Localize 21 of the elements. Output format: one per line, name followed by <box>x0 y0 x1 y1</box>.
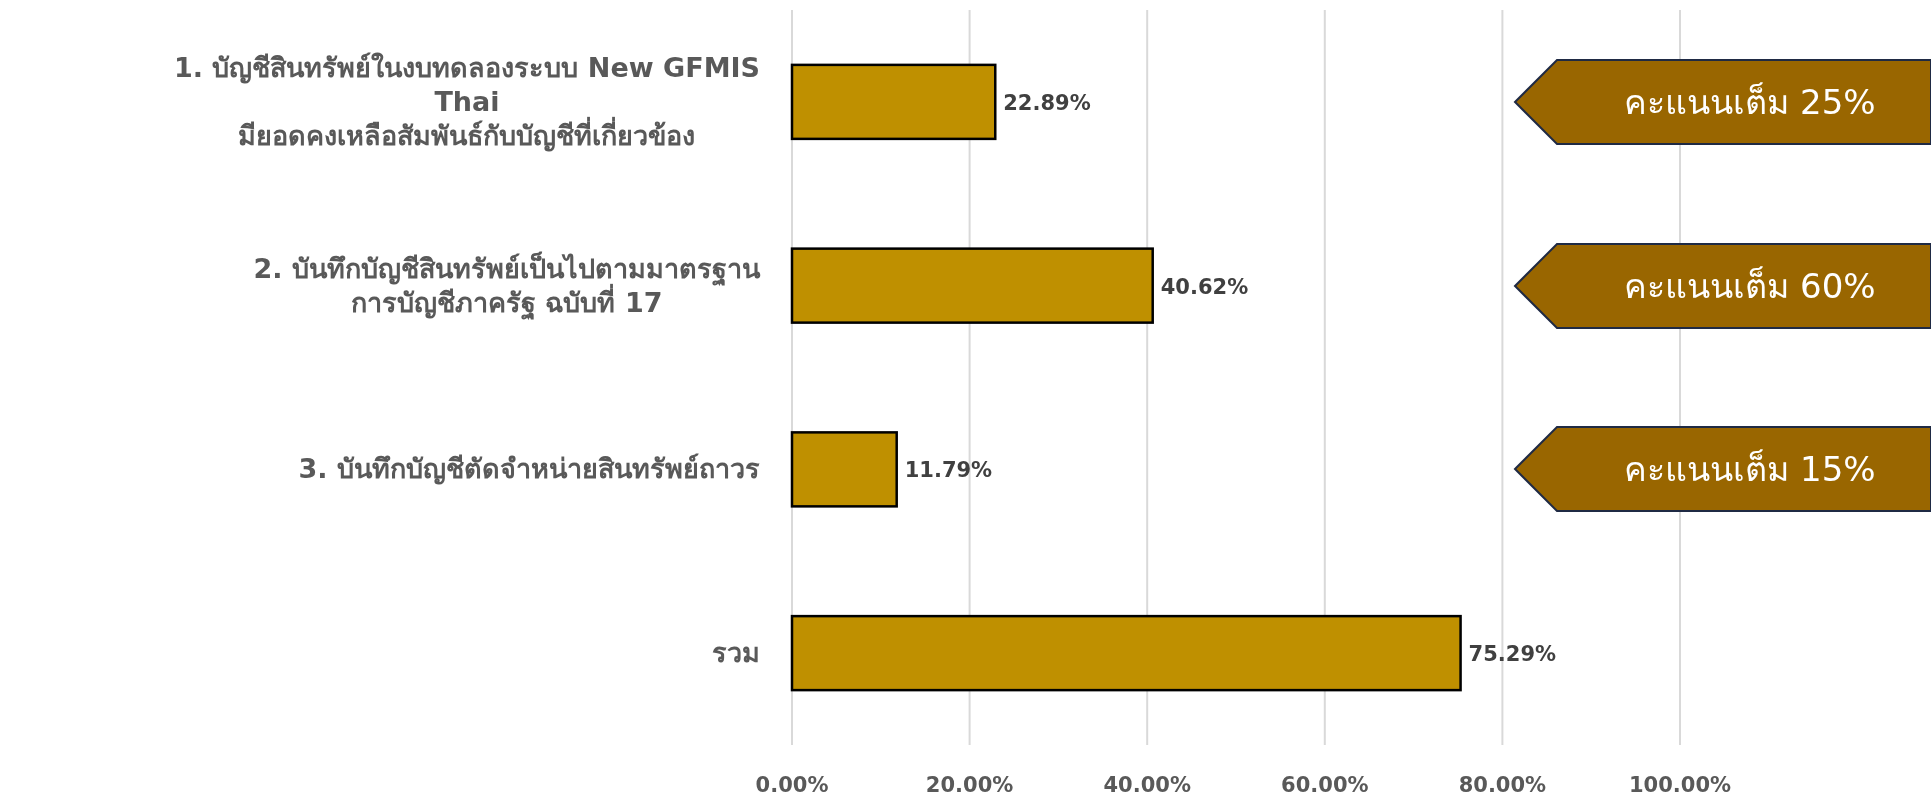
x-tick-label: 100.00% <box>1628 773 1732 797</box>
y-tick-label: 3. บันทึกบัญชีตัดจำหน่ายสินทรัพย์ถาวร <box>298 453 760 486</box>
x-tick-label: 20.00% <box>925 773 1014 797</box>
x-tick-label: 0.00% <box>755 773 829 797</box>
x-tick-label: 80.00% <box>1458 773 1547 797</box>
bar <box>790 614 1462 692</box>
data-label: 40.62% <box>1160 274 1249 299</box>
bar <box>790 63 997 141</box>
data-label: 22.89% <box>1003 90 1091 115</box>
x-tick-label: 40.00% <box>1103 773 1191 797</box>
annotation: คะแนนเต็ม 25% <box>1624 82 1876 122</box>
bar <box>790 247 1154 324</box>
data-label: 11.79% <box>904 458 993 483</box>
annotation: คะแนนเต็ม 15% <box>1624 449 1876 489</box>
data-label: 75.29% <box>1468 642 1557 667</box>
bar <box>790 431 898 508</box>
annotation: คะแนนเต็ม 60% <box>1624 266 1876 306</box>
y-tick-label: รวม <box>712 637 760 669</box>
y-tick-label: 2. บันทึกบัญชีสินทรัพย์เป็นไปตามมาตรฐาน การบัญชีภาครัฐ ฉบับที่ 17 <box>253 250 761 321</box>
x-tick-label: 60.00% <box>1281 773 1369 797</box>
y-tick-label: 1. บัญชีสินทรัพย์ในงบทดลองระบบ New GFMIS Thai มียอดคงเหลือสัมพันธ์กับบัญชีที่เกี่ยวข้อง <box>173 51 760 152</box>
